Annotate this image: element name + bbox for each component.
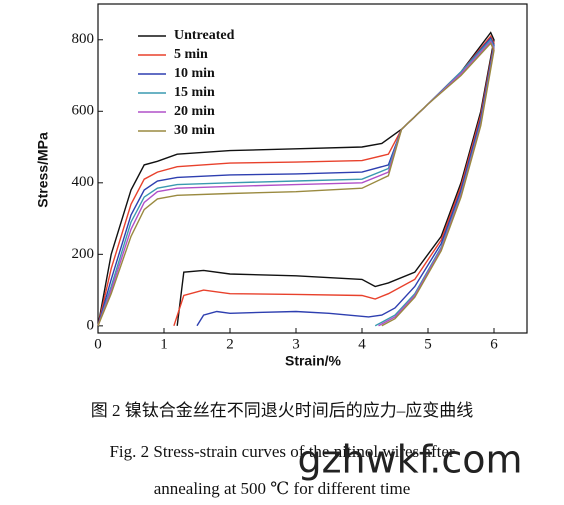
legend-label: 30 min (174, 123, 215, 138)
caption-en: annealing at 500 ℃ for different time (154, 479, 411, 498)
y-tick-label: 0 (87, 317, 95, 333)
x-tick-label: 4 (358, 336, 366, 352)
caption-en: Fig. 2 Stress-strain curves of the nitin… (109, 442, 454, 461)
legend-label: 5 min (174, 47, 208, 62)
plot-frame (97, 3, 528, 334)
x-tick-label: 6 (490, 336, 498, 352)
y-tick-label: 400 (72, 174, 95, 190)
x-tick-label: 5 (424, 336, 432, 352)
x-tick-label: 2 (226, 336, 234, 352)
legend-label: Untreated (174, 28, 235, 43)
x-axis-label: Strain/% (285, 353, 342, 369)
legend-label: 20 min (174, 104, 215, 119)
y-axis-label: Stress/MPa (35, 132, 51, 208)
x-tick-label: 1 (160, 336, 168, 352)
curve (97, 31, 495, 326)
x-tick-label: 0 (94, 336, 102, 352)
y-tick-label: 800 (72, 31, 95, 47)
caption-zh: 图 2 镍钛合金丝在不同退火时间后的应力–应变曲线 (91, 401, 474, 420)
x-tick-label: 3 (292, 336, 300, 352)
curve (97, 38, 495, 327)
legend-label: 15 min (174, 85, 215, 100)
curve (97, 34, 495, 327)
y-tick-label: 200 (72, 246, 95, 262)
watermark: gzhwkf.com (297, 438, 522, 482)
curve (97, 36, 495, 327)
curve (97, 42, 495, 327)
legend-label: 10 min (174, 66, 215, 81)
curve (97, 40, 495, 327)
y-tick-label: 600 (72, 103, 95, 119)
